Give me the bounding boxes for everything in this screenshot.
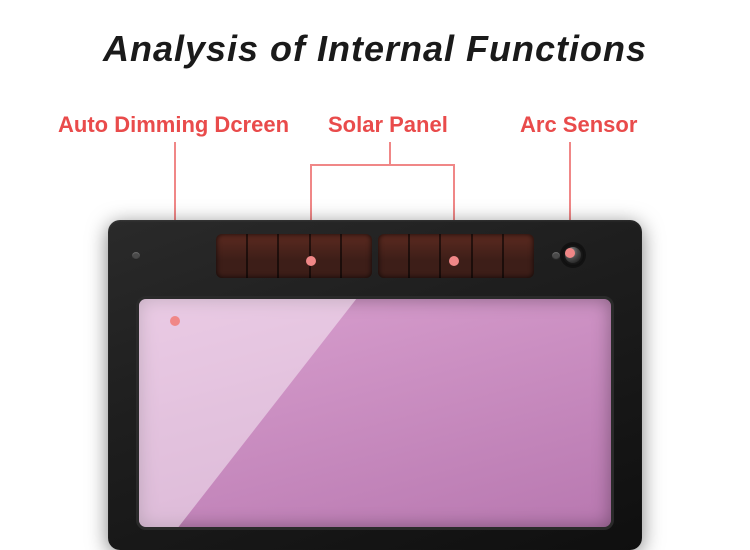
label-solar: Solar Panel [328, 112, 448, 138]
solar-strip [471, 234, 473, 278]
dimming-screen [136, 296, 614, 530]
callout-dot-dimming [170, 316, 180, 326]
solar-strip [340, 234, 342, 278]
device-body [108, 220, 642, 550]
solar-strip [246, 234, 248, 278]
callout-dot-arc [565, 248, 575, 258]
label-arc: Arc Sensor [520, 112, 637, 138]
callout-dot-solar-2 [449, 256, 459, 266]
screen-glare [139, 299, 611, 527]
solar-strip [502, 234, 504, 278]
solar-panel-left [216, 234, 372, 278]
solar-strip [439, 234, 441, 278]
screw-left [132, 252, 140, 260]
solar-strip [408, 234, 410, 278]
page-title: Analysis of Internal Functions [0, 28, 750, 70]
callout-dot-solar-1 [306, 256, 316, 266]
label-dimming: Auto Dimming Dcreen [58, 112, 289, 138]
screw-right [552, 252, 560, 260]
solar-strip [277, 234, 279, 278]
